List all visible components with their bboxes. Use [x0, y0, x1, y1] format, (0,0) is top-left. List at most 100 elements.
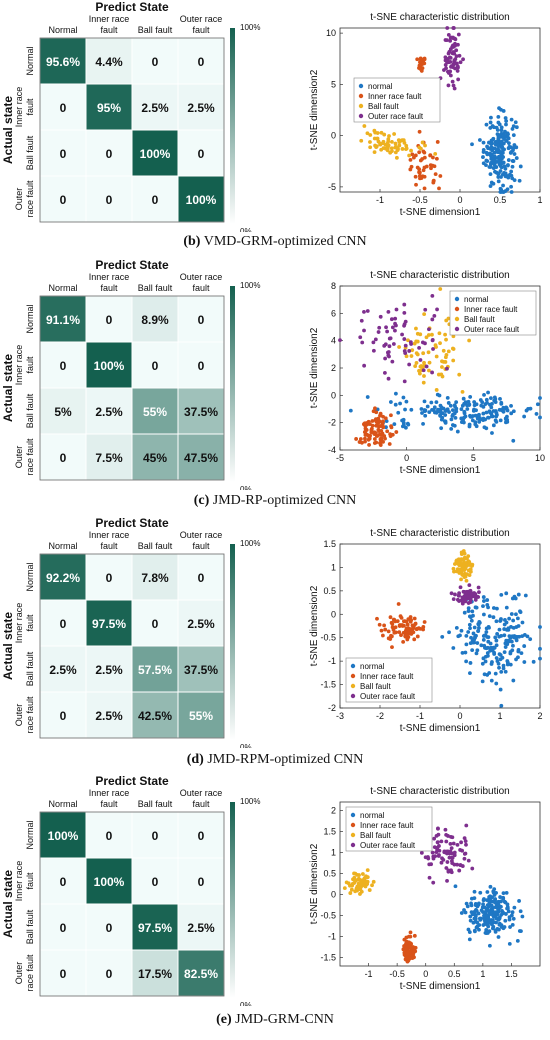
tsne-point — [402, 140, 407, 145]
tsne-title: t-SNE characteristic distribution — [370, 786, 510, 797]
tsne-ytick-label: 0 — [331, 890, 336, 900]
matrix-cell-value: 0 — [106, 921, 113, 935]
matrix-row-label: race fault — [25, 438, 35, 476]
matrix-cell-value: 0 — [106, 147, 113, 161]
tsne-point — [435, 840, 440, 845]
matrix-cell-value: 42.5% — [138, 709, 172, 723]
matrix-cell — [39, 645, 87, 693]
tsne-point — [452, 411, 457, 416]
tsne-point — [444, 337, 448, 342]
tsne-point — [494, 681, 499, 686]
matrix-cell — [131, 903, 179, 951]
tsne-point — [484, 150, 489, 155]
matrix-cell — [177, 645, 225, 693]
tsne-point — [450, 79, 455, 84]
tsne-point — [481, 604, 485, 609]
tsne-legend — [353, 77, 441, 123]
tsne-point — [434, 410, 439, 415]
tsne-point — [502, 133, 507, 138]
tsne-point — [422, 620, 427, 624]
tsne-point — [512, 143, 517, 147]
tsne-point — [448, 38, 453, 43]
tsne-point — [410, 348, 415, 353]
tsne-point — [409, 164, 414, 169]
tsne-point — [381, 141, 386, 146]
matrix-cell-value: 2.5% — [187, 101, 215, 115]
tsne-point — [393, 316, 398, 321]
matrix-cell-value: 0 — [152, 359, 159, 373]
matrix-cell-value: 0 — [106, 967, 113, 981]
tsne-point — [478, 398, 483, 402]
tsne-point — [467, 930, 472, 934]
tsne-point — [514, 625, 519, 629]
figure-panel: Predict State Normal Inner race fault Ball f… — [0, 0, 550, 236]
tsne-ytick-label: 0.5 — [323, 868, 336, 878]
tsne-point — [367, 888, 372, 892]
matrix-border — [39, 295, 225, 481]
tsne-point — [412, 933, 417, 938]
tsne-point — [381, 146, 386, 151]
matrix-cell-value: 0 — [198, 55, 205, 69]
tsne-point — [400, 623, 404, 627]
tsne-point — [479, 908, 484, 913]
tsne-point — [430, 850, 435, 855]
tsne-point — [421, 421, 425, 426]
legend-label: normal — [360, 662, 385, 671]
tsne-point — [458, 585, 463, 590]
tsne-point — [454, 400, 459, 405]
matrix-col-label: fault — [100, 541, 118, 551]
tsne-point — [499, 128, 504, 133]
tsne-point — [451, 83, 456, 88]
tsne-point — [421, 351, 426, 356]
tsne-point — [467, 560, 472, 564]
legend-label: Outer race fault — [360, 692, 416, 701]
matrix-cell-value: 0 — [198, 147, 205, 161]
tsne-point — [489, 145, 494, 150]
tsne-point — [455, 597, 460, 602]
tsne-point — [496, 175, 501, 179]
tsne-point — [462, 575, 467, 580]
tsne-point — [495, 632, 500, 636]
tsne-point — [377, 622, 382, 627]
tsne-point — [495, 139, 499, 144]
matrix-cell — [177, 811, 225, 859]
matrix-row-label: Inner race — [14, 861, 24, 902]
matrix-cell-value: 0 — [60, 101, 67, 115]
tsne-point — [477, 901, 481, 906]
colorbar-top-label: 100% — [240, 539, 260, 548]
matrix-cell-value: 7.5% — [95, 451, 123, 465]
tsne-point — [455, 429, 460, 434]
tsne-point — [467, 424, 472, 429]
matrix-cell-value: 100% — [140, 147, 171, 161]
matrix-border — [39, 37, 225, 223]
tsne-point — [396, 602, 401, 606]
tsne-point — [466, 609, 471, 613]
tsne-point — [460, 651, 465, 655]
tsne-point — [432, 836, 437, 841]
tsne-point — [431, 180, 436, 185]
tsne-point — [493, 635, 498, 640]
matrix-row-label: fault — [25, 614, 35, 632]
tsne-point — [443, 38, 448, 42]
tsne-point — [386, 139, 391, 144]
tsne-point — [481, 155, 485, 159]
tsne-point — [531, 659, 536, 664]
matrix-row-label: race fault — [25, 180, 35, 218]
matrix-border — [39, 811, 225, 997]
tsne-point — [504, 605, 509, 610]
tsne-point — [378, 441, 382, 445]
tsne-point — [361, 878, 366, 882]
tsne-point — [427, 327, 431, 332]
legend-label: Outer race fault — [360, 841, 416, 850]
matrix-cell — [85, 83, 133, 131]
tsne-point — [504, 138, 509, 143]
tsne-point — [470, 142, 474, 147]
tsne-point — [445, 878, 449, 883]
tsne-xtick-label: 1 — [497, 711, 502, 721]
tsne-point — [486, 624, 491, 629]
tsne-point — [489, 115, 493, 120]
colorbar-bottom-label: 0% — [240, 743, 252, 748]
tsne-point — [408, 615, 413, 619]
tsne-point — [447, 410, 451, 414]
tsne-point — [372, 150, 377, 155]
